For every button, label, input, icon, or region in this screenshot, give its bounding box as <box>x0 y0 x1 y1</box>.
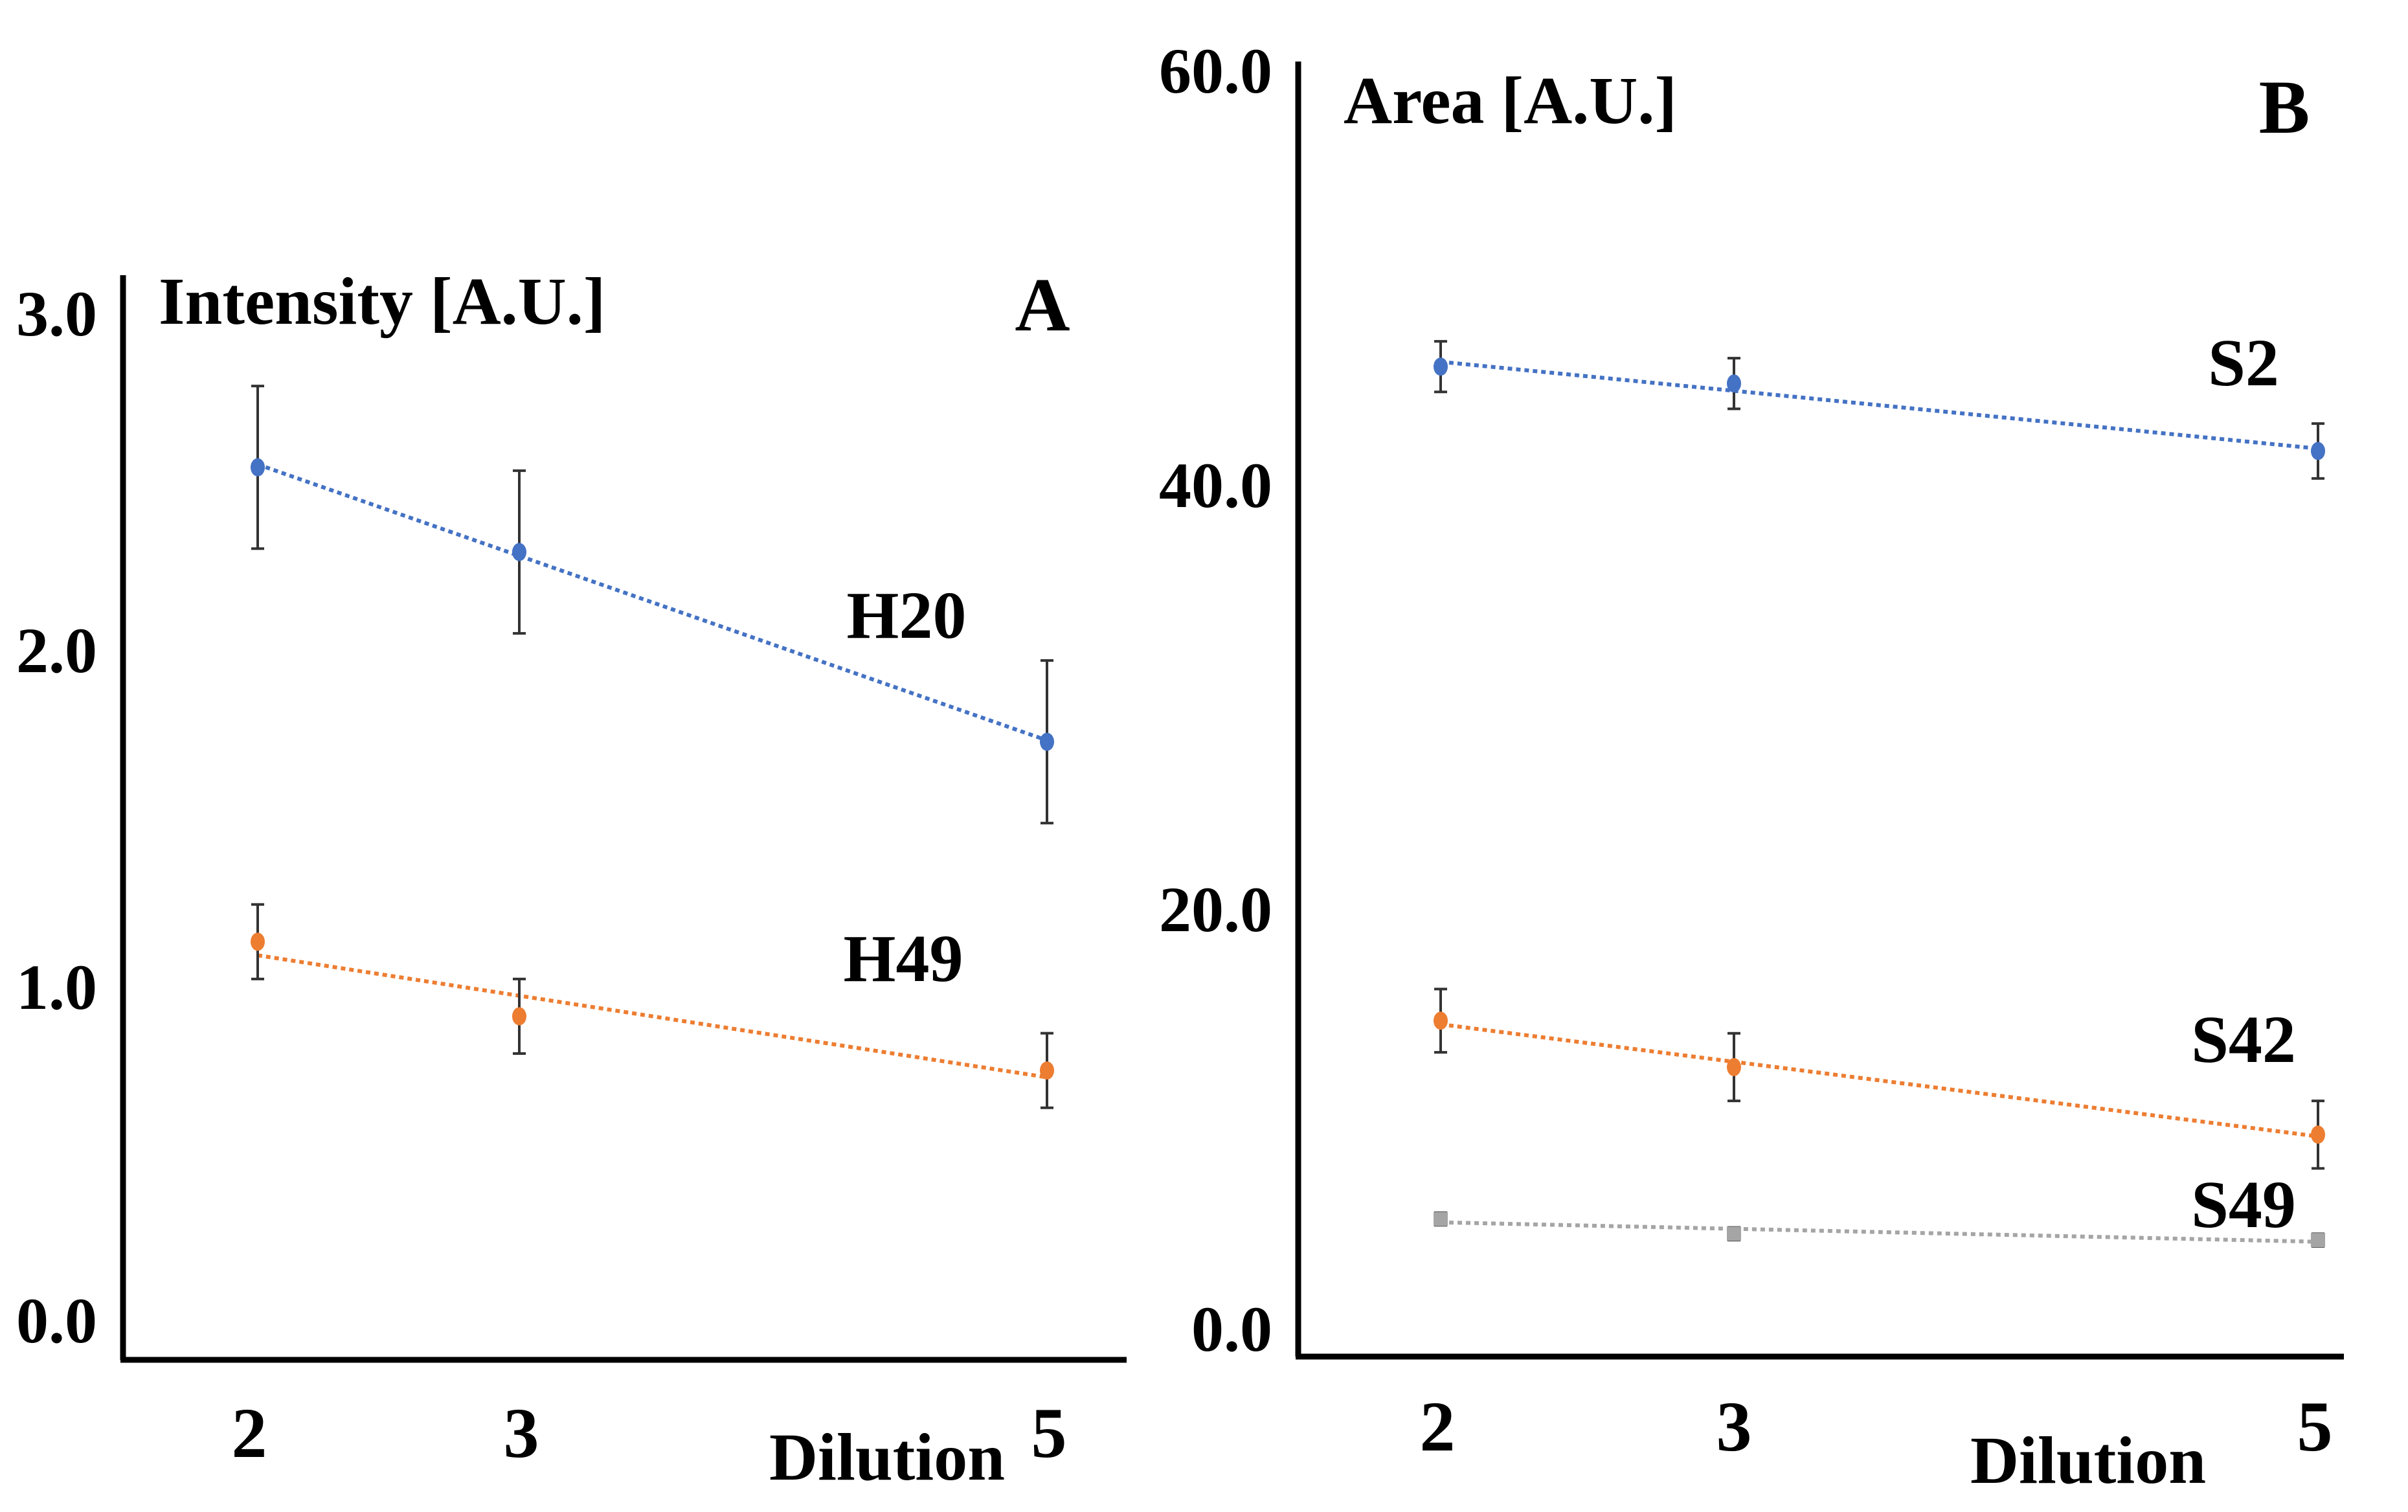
panel-b-y-tick-label: 60.0 <box>1159 35 1272 107</box>
panel-b-x-axis-label: Dilution <box>1970 1423 2206 1498</box>
series-label-s42: S42 <box>2191 1002 2296 1077</box>
trendline-s49 <box>1440 1220 2319 1244</box>
data-point-h49 <box>1040 1061 1054 1080</box>
data-point-s49 <box>1727 1226 1741 1241</box>
series-label-h49: H49 <box>844 921 963 996</box>
panel-a-y-tick-label: 2.0 <box>16 615 97 686</box>
data-point-h20 <box>251 458 265 477</box>
data-point-s42 <box>1727 1057 1741 1076</box>
panel-b-y-tick-label: 0.0 <box>1191 1293 1272 1365</box>
chart-panel-b: 0.0 20.0 40.0 60.0 2 3 5 Area [A.U.] Dil… <box>1159 35 2344 1498</box>
data-point-h20 <box>1040 732 1054 751</box>
data-point-h20 <box>512 543 526 561</box>
data-point-s42 <box>2311 1125 2325 1144</box>
panel-b-y-axis-label: Area [A.U.] <box>1344 63 1677 138</box>
trendline-h49 <box>257 953 1048 1079</box>
panel-b-x-tick-label: 3 <box>1716 1387 1752 1466</box>
panel-b-x-tick-label: 2 <box>1420 1387 1456 1466</box>
panel-a-x-tick-label: 3 <box>504 1394 539 1473</box>
data-point-s2 <box>2311 442 2325 460</box>
panel-b-x-tick-label: 5 <box>2297 1387 2333 1466</box>
data-point-h49 <box>251 932 265 951</box>
panel-a-x-tick-label: 5 <box>1031 1394 1067 1473</box>
panel-a-y-tick-label: 3.0 <box>16 278 97 350</box>
panel-a-x-tick-label: 2 <box>232 1394 267 1473</box>
series-label-s49: S49 <box>2191 1168 2296 1242</box>
panel-a-y-tick-label: 1.0 <box>16 951 97 1023</box>
panel-b-y-tick-label: 20.0 <box>1159 874 1272 945</box>
panel-a-letter: A <box>1015 262 1070 347</box>
panel-a-y-axis-label: Intensity [A.U.] <box>159 264 605 339</box>
data-point-s49 <box>2311 1233 2325 1248</box>
panel-b-y-tick-label: 40.0 <box>1159 449 1272 521</box>
data-point-s2 <box>1727 374 1741 393</box>
trendline-s2 <box>1440 359 2319 451</box>
data-point-s49 <box>1434 1212 1448 1226</box>
trendline-s42 <box>1440 1022 2319 1138</box>
data-point-h49 <box>512 1007 526 1026</box>
panel-a-plot-area <box>251 385 1054 1109</box>
chart-panel-a: 0.0 1.0 2.0 3.0 2 3 5 Intensity [A.U.] D… <box>16 262 1127 1495</box>
panel-a-y-tick-label: 0.0 <box>16 1285 97 1357</box>
panel-b-plot-area <box>1434 340 2325 1248</box>
panel-b-letter: B <box>2259 65 2310 150</box>
series-label-s2: S2 <box>2208 326 2279 400</box>
data-point-s42 <box>1434 1011 1448 1030</box>
data-point-s2 <box>1434 357 1448 376</box>
series-label-h20: H20 <box>847 578 967 653</box>
panel-a-x-axis-label: Dilution <box>769 1420 1005 1495</box>
